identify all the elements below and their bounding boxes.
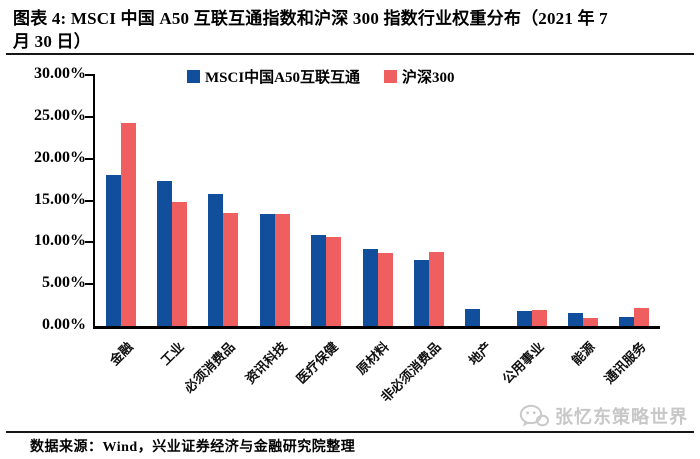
bar-msci-工业	[157, 181, 173, 326]
figure-title: 图表 4: MSCI 中国 A50 互联互通指数和沪深 300 指数行业权重分布…	[13, 7, 690, 53]
bar-csi300-金融	[120, 122, 136, 326]
y-axis-tick	[85, 157, 95, 160]
bar-msci-通讯服务	[619, 316, 635, 326]
data-source-note: 数据来源：Wind，兴业证券经济与金融研究院整理	[30, 440, 356, 455]
bar-msci-金融	[105, 174, 121, 326]
x-axis-label-公用事业: 公用事业	[498, 339, 547, 387]
y-axis-tick	[85, 199, 95, 202]
x-axis-label-金融: 金融	[106, 339, 136, 369]
bar-csi300-非必须消费品	[428, 251, 444, 326]
y-axis-label: 5.00%	[42, 274, 86, 292]
y-axis-tick	[85, 241, 95, 244]
bar-csi300-必须消费品	[223, 213, 239, 326]
legend-label: MSCI中国A50互联互通	[205, 70, 361, 86]
figure-title-line2: 月 30 日）	[13, 32, 91, 51]
watermark: 张忆东策略世界	[519, 403, 688, 429]
bar-csi300-公用事业	[531, 310, 547, 326]
y-axis-label: 20.00%	[34, 148, 86, 166]
bar-msci-必须消费品	[208, 193, 224, 326]
y-axis-tick	[85, 115, 95, 118]
y-axis-label: 25.00%	[34, 106, 86, 124]
wechat-icon	[519, 404, 549, 426]
x-axis-label-通讯服务: 通讯服务	[601, 339, 650, 387]
bar-msci-非必须消费品	[413, 259, 429, 326]
x-axis-label-医疗保健: 医疗保健	[293, 339, 341, 387]
legend-swatch-msci-a50	[187, 70, 200, 83]
bar-msci-资讯科技	[259, 213, 275, 326]
y-axis-tick	[85, 283, 95, 286]
x-axis-label-原材料: 原材料	[354, 339, 393, 378]
x-axis-label-必须消费品: 必须消费品	[181, 339, 239, 396]
bar-csi300-原材料	[377, 253, 393, 326]
x-axis-label-资讯科技: 资讯科技	[242, 339, 290, 387]
bar-msci-原材料	[362, 249, 378, 326]
footer-separator-line	[6, 431, 694, 433]
bar-csi300-资讯科技	[274, 213, 290, 326]
y-axis-tick	[85, 74, 95, 76]
bar-csi300-能源	[582, 317, 598, 326]
y-axis-label: 30.00%	[34, 65, 86, 82]
bar-csi300-工业	[172, 202, 188, 326]
bar-csi300-通讯服务	[634, 308, 650, 326]
bar-msci-医疗保健	[311, 234, 327, 326]
legend-label: 沪深300	[402, 70, 455, 86]
bar-msci-能源	[567, 312, 583, 326]
chart-legend: MSCI中国A50互联互通 沪深300	[187, 66, 455, 87]
title-separator-line	[6, 53, 694, 55]
bar-msci-地产	[465, 309, 481, 326]
watermark-text: 张忆东策略世界	[555, 407, 688, 427]
x-axis-label-地产: 地产	[465, 339, 495, 369]
x-axis-label-工业: 工业	[157, 339, 187, 369]
bar-chart-plot-area: 30.00% 25.00% 20.00% 15.00% 10.00% 5.00% 0.00%…	[34, 65, 660, 405]
legend-item-msci-a50: MSCI中国A50互联互通	[187, 66, 360, 87]
legend-item-csi300: 沪深300	[384, 66, 455, 87]
bar-msci-公用事业	[516, 310, 532, 326]
figure-title-line1: 图表 4: MSCI 中国 A50 互联互通指数和沪深 300 指数行业权重分布…	[13, 9, 608, 28]
bar-csi300-医疗保健	[326, 237, 342, 326]
y-axis-label: 0.00%	[42, 316, 86, 333]
x-axis-label-能源: 能源	[568, 339, 598, 369]
legend-swatch-csi300	[384, 70, 398, 83]
y-axis-label: 10.00%	[34, 232, 86, 250]
y-axis-label: 15.00%	[34, 190, 86, 208]
